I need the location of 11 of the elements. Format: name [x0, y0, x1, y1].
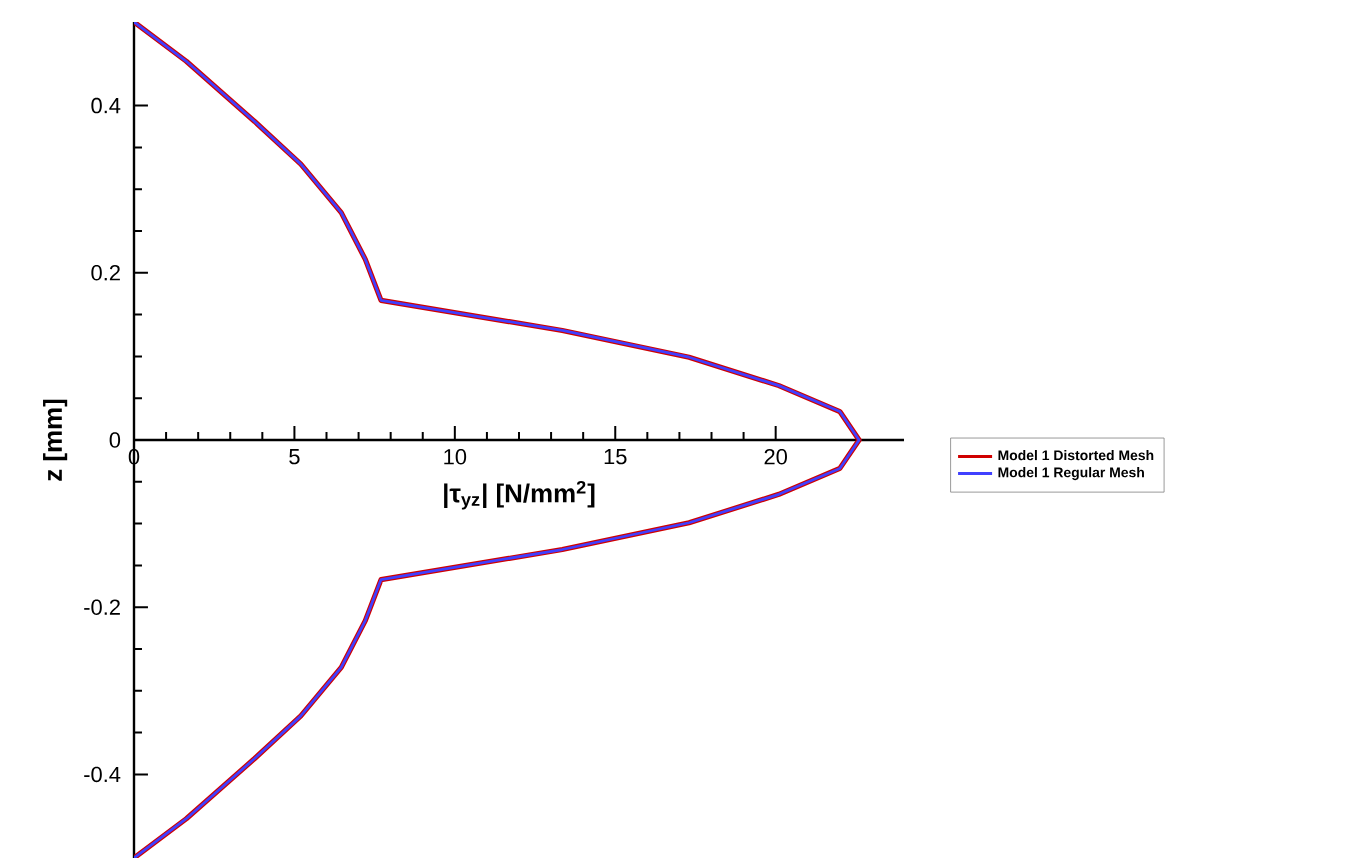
- y-tick-label: -0.2: [84, 599, 120, 615]
- y-tick-label: 0.2: [91, 265, 120, 281]
- x-tick-label: 15: [604, 449, 627, 465]
- x-tick-label: 20: [764, 449, 787, 465]
- x-tick-label: 5: [289, 449, 300, 465]
- y-tick-label: 0.4: [91, 97, 121, 114]
- y-axis-title: z [mm]: [43, 399, 68, 481]
- y-tick-label: -0.4: [84, 766, 121, 783]
- y-tick-label: 0: [109, 432, 121, 448]
- x-tick-label: 10: [444, 449, 467, 465]
- x-axis-title: |τ$_{yz}$| [N/mm$^{2}$]: [444, 480, 595, 510]
